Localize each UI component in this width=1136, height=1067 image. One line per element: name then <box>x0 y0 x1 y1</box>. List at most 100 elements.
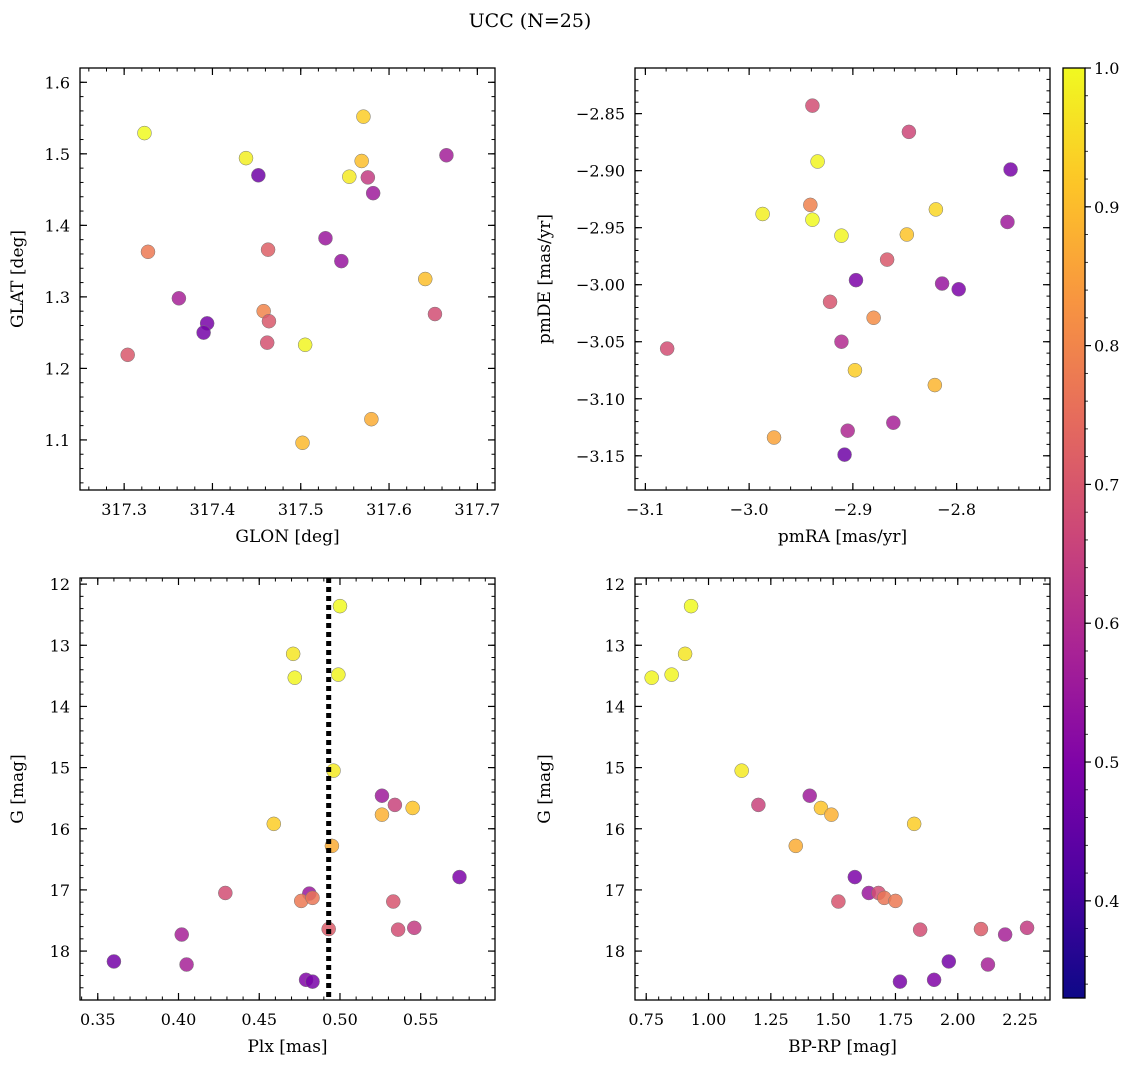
data-point <box>926 972 942 988</box>
data-point <box>899 227 915 242</box>
data-point <box>238 150 254 166</box>
y-tick-label: 14 <box>605 697 625 716</box>
data-point <box>295 435 310 451</box>
x-axis-label: Plx [mas] <box>247 1037 327 1057</box>
y-tick-label: 1.4 <box>45 216 70 235</box>
data-point <box>390 922 406 937</box>
axes-frame <box>634 577 1051 1001</box>
axes-frame <box>634 67 1051 491</box>
data-point <box>973 921 989 937</box>
data-point <box>840 423 855 438</box>
y-tick-label: 18 <box>605 942 625 961</box>
data-point <box>218 885 233 901</box>
y-tick-label: 1.5 <box>45 145 70 164</box>
data-point <box>137 125 152 141</box>
x-tick-label: 0.55 <box>403 1010 439 1029</box>
y-tick-label: 1.6 <box>45 73 70 92</box>
data-point <box>405 800 420 816</box>
y-tick-label: 17 <box>50 881 70 900</box>
data-point <box>356 109 371 124</box>
data-point <box>751 797 766 813</box>
x-tick-label: 1.00 <box>691 1010 727 1029</box>
data-point <box>387 797 403 813</box>
data-point <box>260 242 276 257</box>
y-tick-label: 1.2 <box>45 359 70 378</box>
data-point <box>928 202 944 217</box>
x-tick-label: −3.1 <box>626 500 665 519</box>
data-point <box>1000 214 1015 230</box>
colorbar-tick-label: 1.0 <box>1094 59 1119 78</box>
data-point <box>140 244 156 260</box>
data-point <box>734 763 749 778</box>
data-point <box>831 894 846 909</box>
data-point <box>374 788 390 803</box>
x-axis-label: pmRA [mas/yr] <box>778 527 907 547</box>
x-tick-label: 0.40 <box>161 1010 197 1029</box>
data-point <box>332 598 348 614</box>
data-point <box>120 347 135 363</box>
data-point <box>407 920 422 936</box>
scatter-panel-2: −3.1 −3.0 −2.9 −2.8 −3.15 −3.10 −3.05 −3.00 −2.9… <box>535 67 1051 547</box>
y-tick-label: 14 <box>50 697 70 716</box>
data-point <box>997 927 1013 942</box>
y-tick-label: −2.85 <box>576 105 625 124</box>
data-point <box>888 893 903 909</box>
data-point <box>1019 920 1035 936</box>
data-point <box>305 890 320 906</box>
data-point <box>334 253 349 269</box>
data-point <box>805 212 820 227</box>
y-tick-label: 12 <box>50 575 70 594</box>
y-tick-label: 1.1 <box>45 431 70 450</box>
data-point <box>360 170 376 185</box>
data-point <box>892 974 908 989</box>
x-tick-label: 317.6 <box>366 500 412 519</box>
data-point <box>266 816 282 832</box>
y-tick-label: 18 <box>50 942 70 961</box>
y-tick-label: 16 <box>605 820 625 839</box>
data-point <box>106 954 122 969</box>
x-tick-label: −2.8 <box>937 500 976 519</box>
figure-title: UCC (N=25) <box>469 10 592 32</box>
data-point <box>927 377 943 393</box>
data-point <box>1003 162 1018 177</box>
data-point <box>297 337 313 353</box>
data-point <box>318 230 333 246</box>
colorbar-tick-label: 0.9 <box>1094 198 1119 217</box>
y-tick-label: −3.00 <box>576 276 625 295</box>
y-tick-label: −2.90 <box>576 162 625 181</box>
scatter-panel-1: 317.3 317.4 317.5 317.6 317.7 1.1 1.2 1.3 1.4 1.5… <box>8 67 500 547</box>
colorbar-tick-label: 0.7 <box>1094 475 1119 494</box>
data-point <box>285 646 301 662</box>
x-tick-label: 0.35 <box>80 1010 116 1029</box>
y-tick-label: 15 <box>605 759 625 778</box>
x-tick-label: 2.25 <box>1002 1010 1038 1029</box>
y-tick-label: 13 <box>605 636 625 655</box>
data-point <box>179 957 194 972</box>
y-axis-label: G [mag] <box>8 754 28 823</box>
scatter-panel-4: 0.75 1.00 1.25 1.50 1.75 2.00 2.25 12 13 14 15 16 17… <box>535 575 1051 1057</box>
data-point <box>755 206 770 222</box>
data-point <box>951 282 966 297</box>
data-point <box>287 670 303 685</box>
data-point <box>196 325 211 340</box>
x-tick-label: 1.25 <box>753 1010 789 1029</box>
data-point <box>766 430 782 445</box>
data-point <box>788 838 804 854</box>
data-point <box>644 670 659 685</box>
data-point <box>834 334 849 349</box>
y-axis-label: pmDE [mas/yr] <box>535 214 555 344</box>
x-tick-label: 317.4 <box>190 500 236 519</box>
colorbar-gradient <box>1062 67 1086 999</box>
y-tick-label: −3.05 <box>576 333 625 352</box>
data-point <box>847 869 863 885</box>
data-point <box>342 169 357 184</box>
y-tick-label: 15 <box>50 759 70 778</box>
x-axis-label: GLON [deg] <box>235 527 339 547</box>
data-point <box>802 788 817 803</box>
y-tick-label: 12 <box>605 575 625 594</box>
data-point <box>365 185 381 201</box>
x-tick-label: 0.75 <box>628 1010 664 1029</box>
y-axis-label: GLAT [deg] <box>8 230 28 328</box>
data-point <box>980 957 996 972</box>
data-point <box>934 276 950 291</box>
